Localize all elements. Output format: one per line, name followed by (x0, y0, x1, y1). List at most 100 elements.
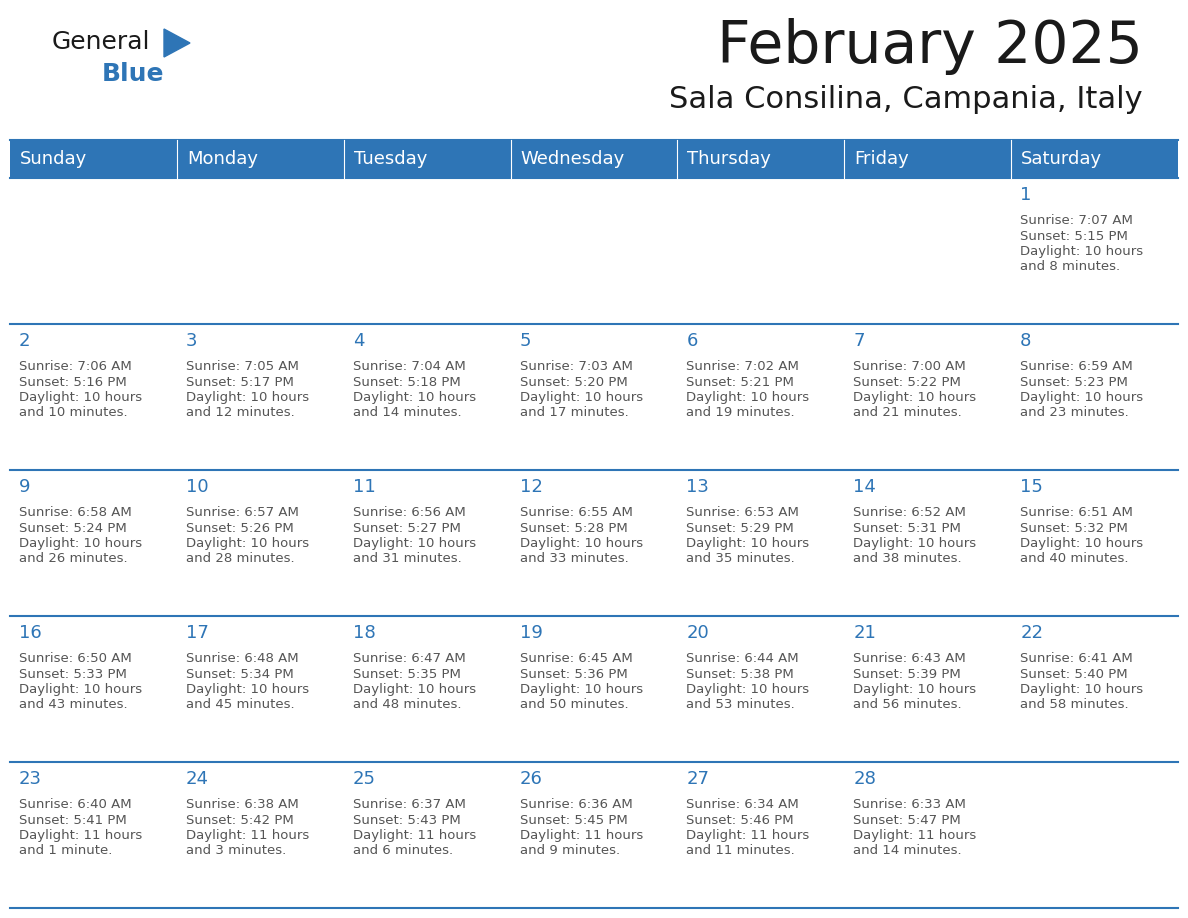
Bar (343, 178, 511, 324)
Text: Sunrise: 7:02 AM: Sunrise: 7:02 AM (687, 360, 800, 373)
Bar (845, 762, 1011, 908)
Bar (177, 470, 343, 616)
Text: Sunset: 5:15 PM: Sunset: 5:15 PM (1020, 230, 1129, 242)
Text: 9: 9 (19, 478, 31, 496)
Text: Daylight: 10 hours
and 48 minutes.: Daylight: 10 hours and 48 minutes. (353, 683, 476, 711)
Bar (845, 140, 1011, 178)
Text: Sunrise: 7:06 AM: Sunrise: 7:06 AM (19, 360, 132, 373)
Text: Sunset: 5:33 PM: Sunset: 5:33 PM (19, 667, 127, 680)
Text: Sunset: 5:20 PM: Sunset: 5:20 PM (519, 375, 627, 388)
Text: 1: 1 (1020, 186, 1031, 204)
Bar (343, 762, 511, 908)
Text: Sunrise: 6:43 AM: Sunrise: 6:43 AM (853, 652, 966, 665)
Bar (845, 178, 1011, 324)
Text: 4: 4 (353, 332, 365, 350)
Text: Sunday: Sunday (20, 150, 87, 168)
Bar (511, 470, 677, 616)
Bar (10, 178, 177, 324)
Text: Daylight: 10 hours
and 53 minutes.: Daylight: 10 hours and 53 minutes. (687, 683, 809, 711)
Text: Sunset: 5:18 PM: Sunset: 5:18 PM (353, 375, 461, 388)
Text: Daylight: 10 hours
and 58 minutes.: Daylight: 10 hours and 58 minutes. (1020, 683, 1143, 711)
Text: Sunset: 5:16 PM: Sunset: 5:16 PM (19, 375, 127, 388)
Text: Friday: Friday (854, 150, 909, 168)
Text: Daylight: 10 hours
and 21 minutes.: Daylight: 10 hours and 21 minutes. (853, 391, 977, 419)
Text: Sunrise: 6:47 AM: Sunrise: 6:47 AM (353, 652, 466, 665)
Text: 27: 27 (687, 770, 709, 788)
Text: 20: 20 (687, 624, 709, 642)
Bar (511, 762, 677, 908)
Text: 14: 14 (853, 478, 877, 496)
Text: Sunrise: 6:57 AM: Sunrise: 6:57 AM (185, 506, 298, 519)
Text: Sunset: 5:23 PM: Sunset: 5:23 PM (1020, 375, 1129, 388)
Bar (511, 324, 677, 470)
Text: Monday: Monday (187, 150, 258, 168)
Bar (1011, 324, 1178, 470)
Text: 26: 26 (519, 770, 543, 788)
Bar (177, 616, 343, 762)
Text: 24: 24 (185, 770, 209, 788)
Text: 6: 6 (687, 332, 697, 350)
Text: Sunrise: 6:45 AM: Sunrise: 6:45 AM (519, 652, 632, 665)
Text: Sunrise: 6:55 AM: Sunrise: 6:55 AM (519, 506, 632, 519)
Text: Sunrise: 6:34 AM: Sunrise: 6:34 AM (687, 798, 800, 811)
Text: Sunrise: 6:38 AM: Sunrise: 6:38 AM (185, 798, 298, 811)
Text: Sunset: 5:26 PM: Sunset: 5:26 PM (185, 521, 293, 534)
Text: Sunrise: 6:52 AM: Sunrise: 6:52 AM (853, 506, 966, 519)
Bar (1011, 616, 1178, 762)
Text: Daylight: 10 hours
and 26 minutes.: Daylight: 10 hours and 26 minutes. (19, 537, 143, 565)
Text: Sunset: 5:35 PM: Sunset: 5:35 PM (353, 667, 461, 680)
Bar (677, 178, 845, 324)
Text: Sala Consilina, Campania, Italy: Sala Consilina, Campania, Italy (669, 85, 1143, 114)
Text: Sunrise: 6:51 AM: Sunrise: 6:51 AM (1020, 506, 1133, 519)
Text: Daylight: 11 hours
and 11 minutes.: Daylight: 11 hours and 11 minutes. (687, 829, 810, 857)
Bar (1011, 470, 1178, 616)
Text: Sunrise: 7:04 AM: Sunrise: 7:04 AM (353, 360, 466, 373)
Text: Sunrise: 6:40 AM: Sunrise: 6:40 AM (19, 798, 132, 811)
Bar (343, 470, 511, 616)
Bar (343, 324, 511, 470)
Bar (845, 616, 1011, 762)
Text: Sunrise: 6:37 AM: Sunrise: 6:37 AM (353, 798, 466, 811)
Text: Sunset: 5:41 PM: Sunset: 5:41 PM (19, 813, 127, 826)
Text: Sunset: 5:36 PM: Sunset: 5:36 PM (519, 667, 627, 680)
Text: Wednesday: Wednesday (520, 150, 625, 168)
Text: Daylight: 10 hours
and 56 minutes.: Daylight: 10 hours and 56 minutes. (853, 683, 977, 711)
Bar (10, 470, 177, 616)
Text: 3: 3 (185, 332, 197, 350)
Text: Daylight: 10 hours
and 10 minutes.: Daylight: 10 hours and 10 minutes. (19, 391, 143, 419)
Text: Sunset: 5:32 PM: Sunset: 5:32 PM (1020, 521, 1129, 534)
Text: 19: 19 (519, 624, 543, 642)
Text: 21: 21 (853, 624, 877, 642)
Text: Daylight: 10 hours
and 14 minutes.: Daylight: 10 hours and 14 minutes. (353, 391, 476, 419)
Bar (1011, 762, 1178, 908)
Text: 15: 15 (1020, 478, 1043, 496)
Text: Daylight: 10 hours
and 43 minutes.: Daylight: 10 hours and 43 minutes. (19, 683, 143, 711)
Text: Sunset: 5:40 PM: Sunset: 5:40 PM (1020, 667, 1127, 680)
Text: Sunset: 5:47 PM: Sunset: 5:47 PM (853, 813, 961, 826)
Text: Sunset: 5:34 PM: Sunset: 5:34 PM (185, 667, 293, 680)
Text: Sunset: 5:17 PM: Sunset: 5:17 PM (185, 375, 293, 388)
Text: 17: 17 (185, 624, 209, 642)
Text: 16: 16 (19, 624, 42, 642)
Text: Sunrise: 7:07 AM: Sunrise: 7:07 AM (1020, 214, 1133, 227)
Bar (177, 140, 343, 178)
Text: Sunrise: 7:03 AM: Sunrise: 7:03 AM (519, 360, 632, 373)
Text: Sunset: 5:38 PM: Sunset: 5:38 PM (687, 667, 795, 680)
Bar (845, 470, 1011, 616)
Text: Sunset: 5:43 PM: Sunset: 5:43 PM (353, 813, 461, 826)
Bar (1011, 140, 1178, 178)
Bar (511, 140, 677, 178)
Bar (177, 178, 343, 324)
Text: February 2025: February 2025 (718, 18, 1143, 75)
Text: 28: 28 (853, 770, 877, 788)
Text: Sunset: 5:24 PM: Sunset: 5:24 PM (19, 521, 127, 534)
Bar (343, 140, 511, 178)
Text: Sunset: 5:31 PM: Sunset: 5:31 PM (853, 521, 961, 534)
Bar (677, 140, 845, 178)
Bar (10, 140, 177, 178)
Text: 2: 2 (19, 332, 31, 350)
Text: 12: 12 (519, 478, 543, 496)
Bar (10, 616, 177, 762)
Text: Sunset: 5:45 PM: Sunset: 5:45 PM (519, 813, 627, 826)
Bar (511, 616, 677, 762)
